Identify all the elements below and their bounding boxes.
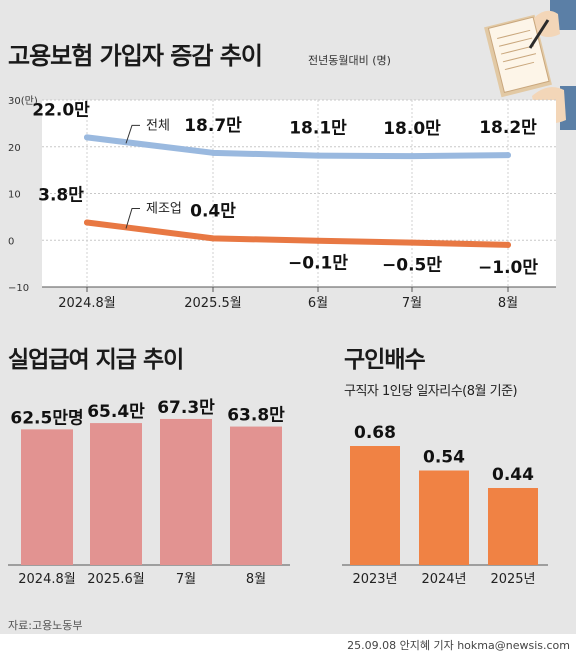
page-title: 고용보험 가입자 증감 추이 [8, 42, 263, 70]
data-label: 63.8만 [227, 406, 285, 426]
x-tick-label: 7월 [402, 296, 422, 311]
x-tick-label: 2025.5월 [184, 296, 241, 311]
document-pen-illustration [484, 0, 576, 130]
y-tick-label: 0 [8, 236, 14, 247]
y-tick-label: 20 [8, 143, 21, 154]
data-point [210, 149, 216, 156]
data-label: 18.0만 [383, 119, 441, 139]
bar [230, 426, 282, 565]
benefit-title: 실업급여 지급 추이 [8, 347, 184, 373]
bar [419, 470, 469, 565]
data-label: 0.4만 [190, 201, 236, 221]
x-tick-label: 2024년 [421, 572, 466, 587]
data-point [315, 152, 321, 159]
data-point [315, 237, 321, 244]
ratio-title: 구인배수 [344, 347, 426, 373]
data-point [409, 239, 415, 246]
data-label: 0.44 [492, 465, 534, 485]
bar [90, 423, 142, 565]
x-tick-label: 7월 [176, 572, 196, 587]
y-tick-label: 30(만) [8, 95, 38, 107]
data-point [505, 152, 511, 159]
ratio-subtitle: 구직자 1인당 일자리수(8월 기준) [344, 384, 518, 399]
data-label: 67.3만 [157, 398, 215, 418]
insured-line-chart: 30(만) 20 10 0 −10 2024.8월 2025.5월 6월 7월 8월 22.0만 18… [8, 95, 556, 311]
data-label: 3.8만 [38, 185, 84, 205]
y-tick-label: 10 [8, 190, 21, 201]
data-point [505, 241, 511, 248]
y-tick-label: −10 [8, 283, 29, 294]
data-point [409, 153, 415, 160]
x-tick-label: 8월 [246, 572, 266, 587]
data-label: −0.1만 [288, 254, 348, 274]
x-tick-label: 2025.6월 [87, 572, 144, 587]
ratio-bar-chart: 0.68 2023년 0.54 2024년 0.44 2025년 [342, 423, 548, 587]
data-label: 0.54 [423, 448, 465, 468]
pen-icon [528, 19, 550, 49]
data-point [84, 134, 90, 141]
data-point [84, 219, 90, 226]
footer-bar [0, 634, 576, 653]
x-tick-label: 2024.8월 [18, 572, 75, 587]
callout-line [125, 207, 140, 229]
data-label: −1.0만 [478, 258, 538, 278]
unit-label: 전년동월대비 (명) [308, 54, 391, 67]
data-label: 22.0만 [32, 100, 90, 120]
data-label: 18.2만 [479, 118, 537, 138]
bar [350, 446, 400, 565]
data-label: 0.68 [354, 423, 396, 443]
callout-line [125, 124, 140, 144]
data-label: −0.5만 [382, 256, 442, 276]
data-label: 62.5만명 [10, 408, 83, 428]
credit-label: 25.09.08 안지혜 기자 hokma@newsis.com [347, 639, 570, 652]
x-tick-label: 2023년 [352, 572, 397, 587]
paper [487, 16, 550, 93]
bar [21, 429, 73, 565]
source-label: 자료:고용노동부 [8, 619, 83, 632]
bar [488, 488, 538, 565]
data-label: 18.1만 [289, 119, 347, 139]
x-tick-label: 6월 [308, 296, 328, 311]
data-label: 65.4만 [87, 402, 145, 422]
benefit-bar-chart: 62.5만명 2024.8월 65.4만 2025.6월 67.3만 7월 63.8만 8월 [8, 398, 290, 587]
data-point [210, 235, 216, 242]
x-tick-label: 8월 [498, 296, 518, 311]
series-label-mfg: 제조업 [146, 201, 182, 216]
x-tick-label: 2024.8월 [58, 296, 115, 311]
x-tick-label: 2025년 [490, 572, 535, 587]
bar [160, 418, 212, 565]
data-label: 18.7만 [184, 116, 242, 136]
series-label-total: 전체 [146, 118, 170, 133]
